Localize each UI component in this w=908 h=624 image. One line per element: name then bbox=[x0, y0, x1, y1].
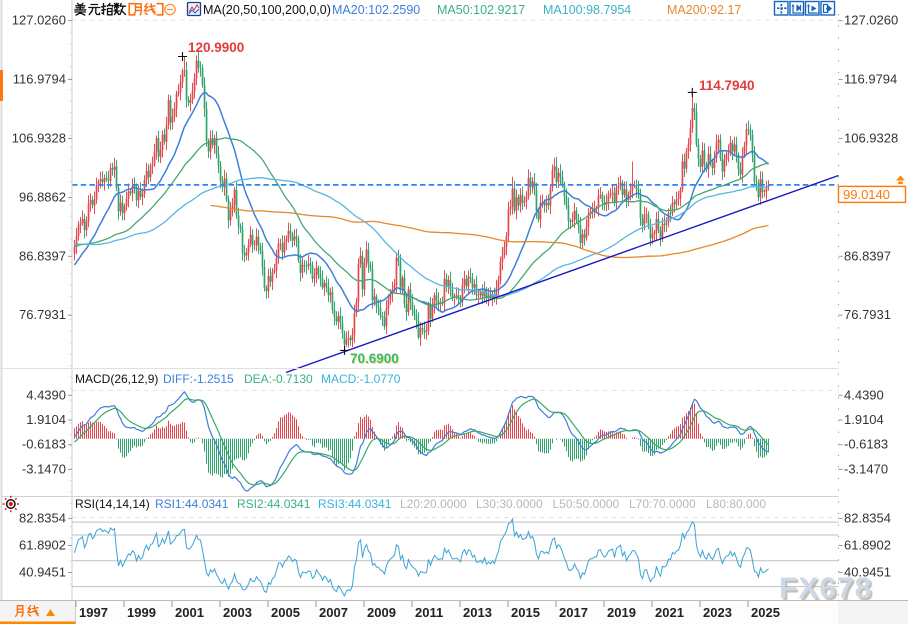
svg-text:RSI1:44.0341: RSI1:44.0341 bbox=[155, 497, 229, 511]
svg-text:MACD(26,12,9): MACD(26,12,9) bbox=[75, 372, 158, 386]
svg-text:40.9451: 40.9451 bbox=[19, 565, 66, 580]
svg-text:127.0260: 127.0260 bbox=[844, 13, 898, 28]
svg-text:76.7931: 76.7931 bbox=[844, 307, 891, 322]
svg-text:4.4390: 4.4390 bbox=[844, 387, 884, 402]
svg-text:2019: 2019 bbox=[607, 605, 636, 620]
svg-text:2011: 2011 bbox=[415, 605, 443, 620]
svg-text:86.8397: 86.8397 bbox=[19, 248, 66, 263]
svg-text:DIFF:-1.2515: DIFF:-1.2515 bbox=[163, 372, 234, 386]
svg-text:-0.6183: -0.6183 bbox=[844, 437, 888, 452]
svg-text:L80:80.000: L80:80.000 bbox=[706, 497, 766, 511]
svg-text:DEA:-0.7130: DEA:-0.7130 bbox=[244, 372, 313, 386]
svg-text:127.0260: 127.0260 bbox=[12, 13, 66, 28]
svg-text:L20:20.0000: L20:20.0000 bbox=[400, 497, 467, 511]
svg-text:116.9794: 116.9794 bbox=[844, 72, 897, 87]
svg-text:76.7931: 76.7931 bbox=[19, 307, 66, 322]
svg-text:2007: 2007 bbox=[319, 605, 348, 620]
svg-text:2025: 2025 bbox=[751, 605, 780, 620]
svg-text:116.9794: 116.9794 bbox=[13, 72, 66, 87]
svg-text:114.7940: 114.7940 bbox=[699, 78, 755, 93]
svg-text:MA200:92.17: MA200:92.17 bbox=[667, 3, 741, 17]
svg-text:86.8397: 86.8397 bbox=[844, 248, 891, 263]
svg-text:2009: 2009 bbox=[367, 605, 396, 620]
svg-text:2003: 2003 bbox=[223, 605, 252, 620]
svg-text:L50:50.0000: L50:50.0000 bbox=[553, 497, 620, 511]
svg-text:L30:30.0000: L30:30.0000 bbox=[476, 497, 543, 511]
svg-text:MA100:98.7954: MA100:98.7954 bbox=[543, 3, 631, 17]
svg-text:70.6900: 70.6900 bbox=[350, 351, 399, 366]
svg-text:61.8902: 61.8902 bbox=[844, 538, 891, 553]
svg-text:106.9328: 106.9328 bbox=[844, 130, 898, 145]
svg-text:1997: 1997 bbox=[79, 605, 108, 620]
svg-text:RSI3:44.0341: RSI3:44.0341 bbox=[318, 497, 392, 511]
svg-text:1999: 1999 bbox=[127, 605, 156, 620]
svg-text:96.8862: 96.8862 bbox=[19, 189, 66, 204]
svg-text:2013: 2013 bbox=[463, 605, 492, 620]
svg-text:120.9900: 120.9900 bbox=[188, 40, 244, 55]
svg-text:MA50:102.9217: MA50:102.9217 bbox=[437, 3, 525, 17]
svg-text:82.8354: 82.8354 bbox=[844, 510, 891, 525]
svg-text:2001: 2001 bbox=[175, 605, 204, 620]
svg-text:2021: 2021 bbox=[655, 605, 684, 620]
svg-text:106.9328: 106.9328 bbox=[12, 130, 66, 145]
svg-text:2023: 2023 bbox=[703, 605, 732, 620]
svg-text:99.0140: 99.0140 bbox=[843, 187, 890, 202]
svg-text:2015: 2015 bbox=[511, 605, 540, 620]
svg-text:MACD:-1.0770: MACD:-1.0770 bbox=[321, 372, 401, 386]
svg-text:61.8902: 61.8902 bbox=[19, 538, 66, 553]
svg-text:RSI(14,14,14): RSI(14,14,14) bbox=[75, 497, 150, 511]
svg-text:MA20:102.2590: MA20:102.2590 bbox=[332, 3, 420, 17]
svg-text:MA(20,50,100,200,0,0): MA(20,50,100,200,0,0) bbox=[203, 3, 331, 17]
svg-text:82.8354: 82.8354 bbox=[19, 510, 66, 525]
svg-text:L70:70.0000: L70:70.0000 bbox=[629, 497, 696, 511]
svg-text:-3.1470: -3.1470 bbox=[22, 461, 66, 476]
svg-text:-3.1470: -3.1470 bbox=[844, 461, 888, 476]
svg-text:40.9451: 40.9451 bbox=[844, 565, 891, 580]
svg-text:2005: 2005 bbox=[271, 605, 300, 620]
svg-text:1.9104: 1.9104 bbox=[26, 412, 66, 427]
svg-text:FX678: FX678 bbox=[779, 572, 872, 605]
svg-text:2017: 2017 bbox=[559, 605, 588, 620]
svg-text:-0.6183: -0.6183 bbox=[22, 437, 66, 452]
svg-text:4.4390: 4.4390 bbox=[26, 387, 66, 402]
svg-text:RSI2:44.0341: RSI2:44.0341 bbox=[237, 497, 311, 511]
svg-text:1.9104: 1.9104 bbox=[844, 412, 884, 427]
